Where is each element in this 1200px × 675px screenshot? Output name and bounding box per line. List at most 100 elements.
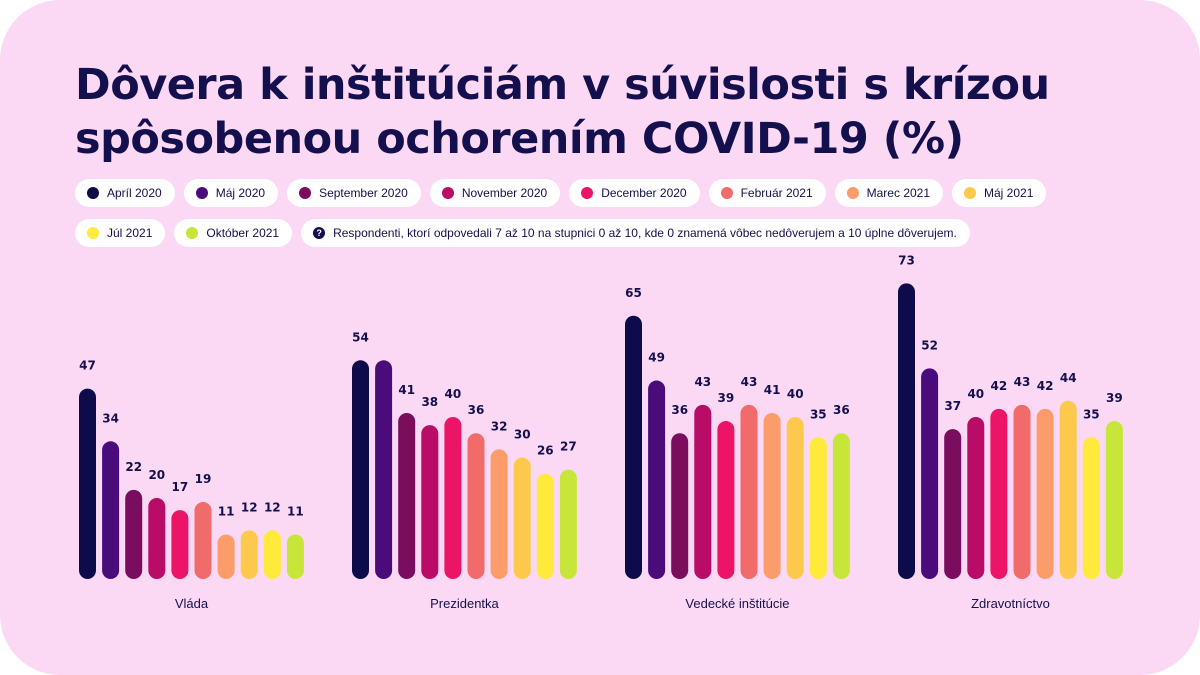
bar	[398, 412, 416, 579]
data-label: 40	[445, 387, 462, 401]
bar	[194, 502, 212, 579]
category-label: Zdravotníctvo	[971, 596, 1050, 611]
legend-label: September 2020	[319, 186, 408, 200]
data-label: 54	[352, 330, 369, 344]
bar	[1059, 400, 1077, 579]
bar	[444, 417, 462, 579]
legend-swatch	[964, 187, 977, 199]
bar	[944, 429, 962, 579]
data-label: 43	[1014, 375, 1031, 389]
note-pill: ? Respondenti, ktorí odpovedali 7 až 10 n…	[301, 219, 970, 247]
data-label: 35	[1083, 407, 1100, 421]
legend-swatch	[186, 227, 199, 239]
bar-group: 73 52 37 40 42 43 42 44 35 39 Zdravotníctvo	[898, 253, 1123, 611]
bar	[648, 380, 666, 579]
data-label: 11	[287, 504, 304, 518]
bar	[125, 489, 143, 579]
bar	[967, 417, 985, 579]
data-label: 26	[537, 444, 554, 458]
data-label: 38	[421, 395, 438, 409]
category-label: Vláda	[175, 596, 209, 611]
legend-item: November 2020	[429, 179, 561, 207]
bar	[1036, 408, 1054, 579]
data-label: 36	[671, 403, 688, 417]
data-label: 34	[102, 411, 119, 425]
legend-item: September 2020	[287, 179, 421, 207]
legend-item: Apríl 2020	[75, 179, 175, 207]
data-label: 35	[810, 407, 827, 421]
category-label: Prezidentka	[430, 596, 499, 611]
bar	[217, 534, 235, 579]
data-label: 39	[718, 391, 735, 405]
data-label: 27	[560, 440, 577, 454]
legend-item: Október 2021	[174, 219, 293, 247]
data-label: 43	[694, 375, 711, 389]
legend-swatch	[195, 187, 208, 199]
bar	[763, 412, 781, 579]
data-label: 49	[648, 351, 665, 365]
legend-label: December 2020	[601, 186, 687, 200]
data-label: 40	[787, 387, 804, 401]
bar	[717, 421, 735, 579]
data-label: 22	[125, 460, 142, 474]
legend-swatch	[87, 227, 99, 239]
bar	[786, 417, 804, 579]
question-mark-icon: ?	[313, 227, 326, 239]
data-label: 65	[625, 286, 642, 300]
bar	[921, 368, 939, 579]
data-label: 20	[148, 468, 165, 482]
bar	[671, 433, 689, 579]
data-label: 12	[241, 500, 258, 514]
data-label: 32	[491, 419, 508, 433]
legend-item: Júl 2021	[75, 219, 166, 247]
bar	[625, 315, 642, 579]
legend-swatch	[441, 187, 454, 199]
legend-item: December 2020	[569, 179, 700, 207]
data-label: 41	[398, 383, 415, 397]
bar	[1105, 421, 1123, 579]
legend-label: Júl 2021	[107, 226, 153, 240]
bar	[740, 404, 758, 579]
data-label: 44	[1060, 371, 1077, 385]
data-label: 19	[195, 472, 212, 486]
data-label: 42	[1037, 379, 1054, 393]
legend-label: Február 2021	[740, 186, 813, 200]
bar	[375, 360, 393, 579]
legend-label: Máj 2020	[215, 186, 266, 200]
bar	[1013, 404, 1031, 579]
bar	[467, 433, 485, 579]
bar	[694, 404, 712, 579]
legend-label: Apríl 2020	[107, 186, 162, 200]
data-label: 40	[967, 387, 984, 401]
data-label: 42	[991, 379, 1008, 393]
legend-item: Máj 2020	[183, 179, 279, 207]
note-text: Respondenti, ktorí odpovedali 7 až 10 na…	[333, 226, 957, 240]
data-label: 12	[264, 500, 281, 514]
bar	[990, 408, 1008, 579]
data-label: 36	[833, 403, 850, 417]
bar	[559, 469, 577, 579]
bar	[240, 530, 258, 579]
chart-title: Dôvera k inštitúciám v súvislosti s kríz…	[75, 60, 1050, 164]
bar-group: 47 34 22 20 17 19 11 12 12 11 Vláda	[79, 359, 304, 611]
legend-swatch	[87, 187, 99, 199]
bar	[171, 510, 189, 579]
data-label: 41	[764, 383, 781, 397]
legend-item: Február 2021	[708, 179, 826, 207]
bar	[421, 425, 439, 579]
bar	[102, 441, 120, 579]
legend-swatch	[299, 187, 312, 199]
data-label: 39	[1106, 391, 1123, 405]
bar-group: 65 49 36 43 39 43 41 40 35 36 Vedecké inštitúcie	[625, 286, 850, 611]
legend: Apríl 2020 Máj 2020 September 2020 November…	[75, 179, 1135, 247]
bar-group: 54 41 38 40 36 32 30 26 27 Prezidentka	[352, 330, 577, 611]
data-label: 52	[921, 338, 938, 352]
bar	[536, 473, 554, 579]
bar	[809, 437, 827, 579]
legend-label: November 2020	[461, 186, 548, 200]
legend-label: Máj 2021	[984, 186, 1034, 200]
legend-label: Október 2021	[206, 226, 280, 240]
bar	[352, 360, 369, 579]
data-label: 17	[172, 480, 189, 494]
